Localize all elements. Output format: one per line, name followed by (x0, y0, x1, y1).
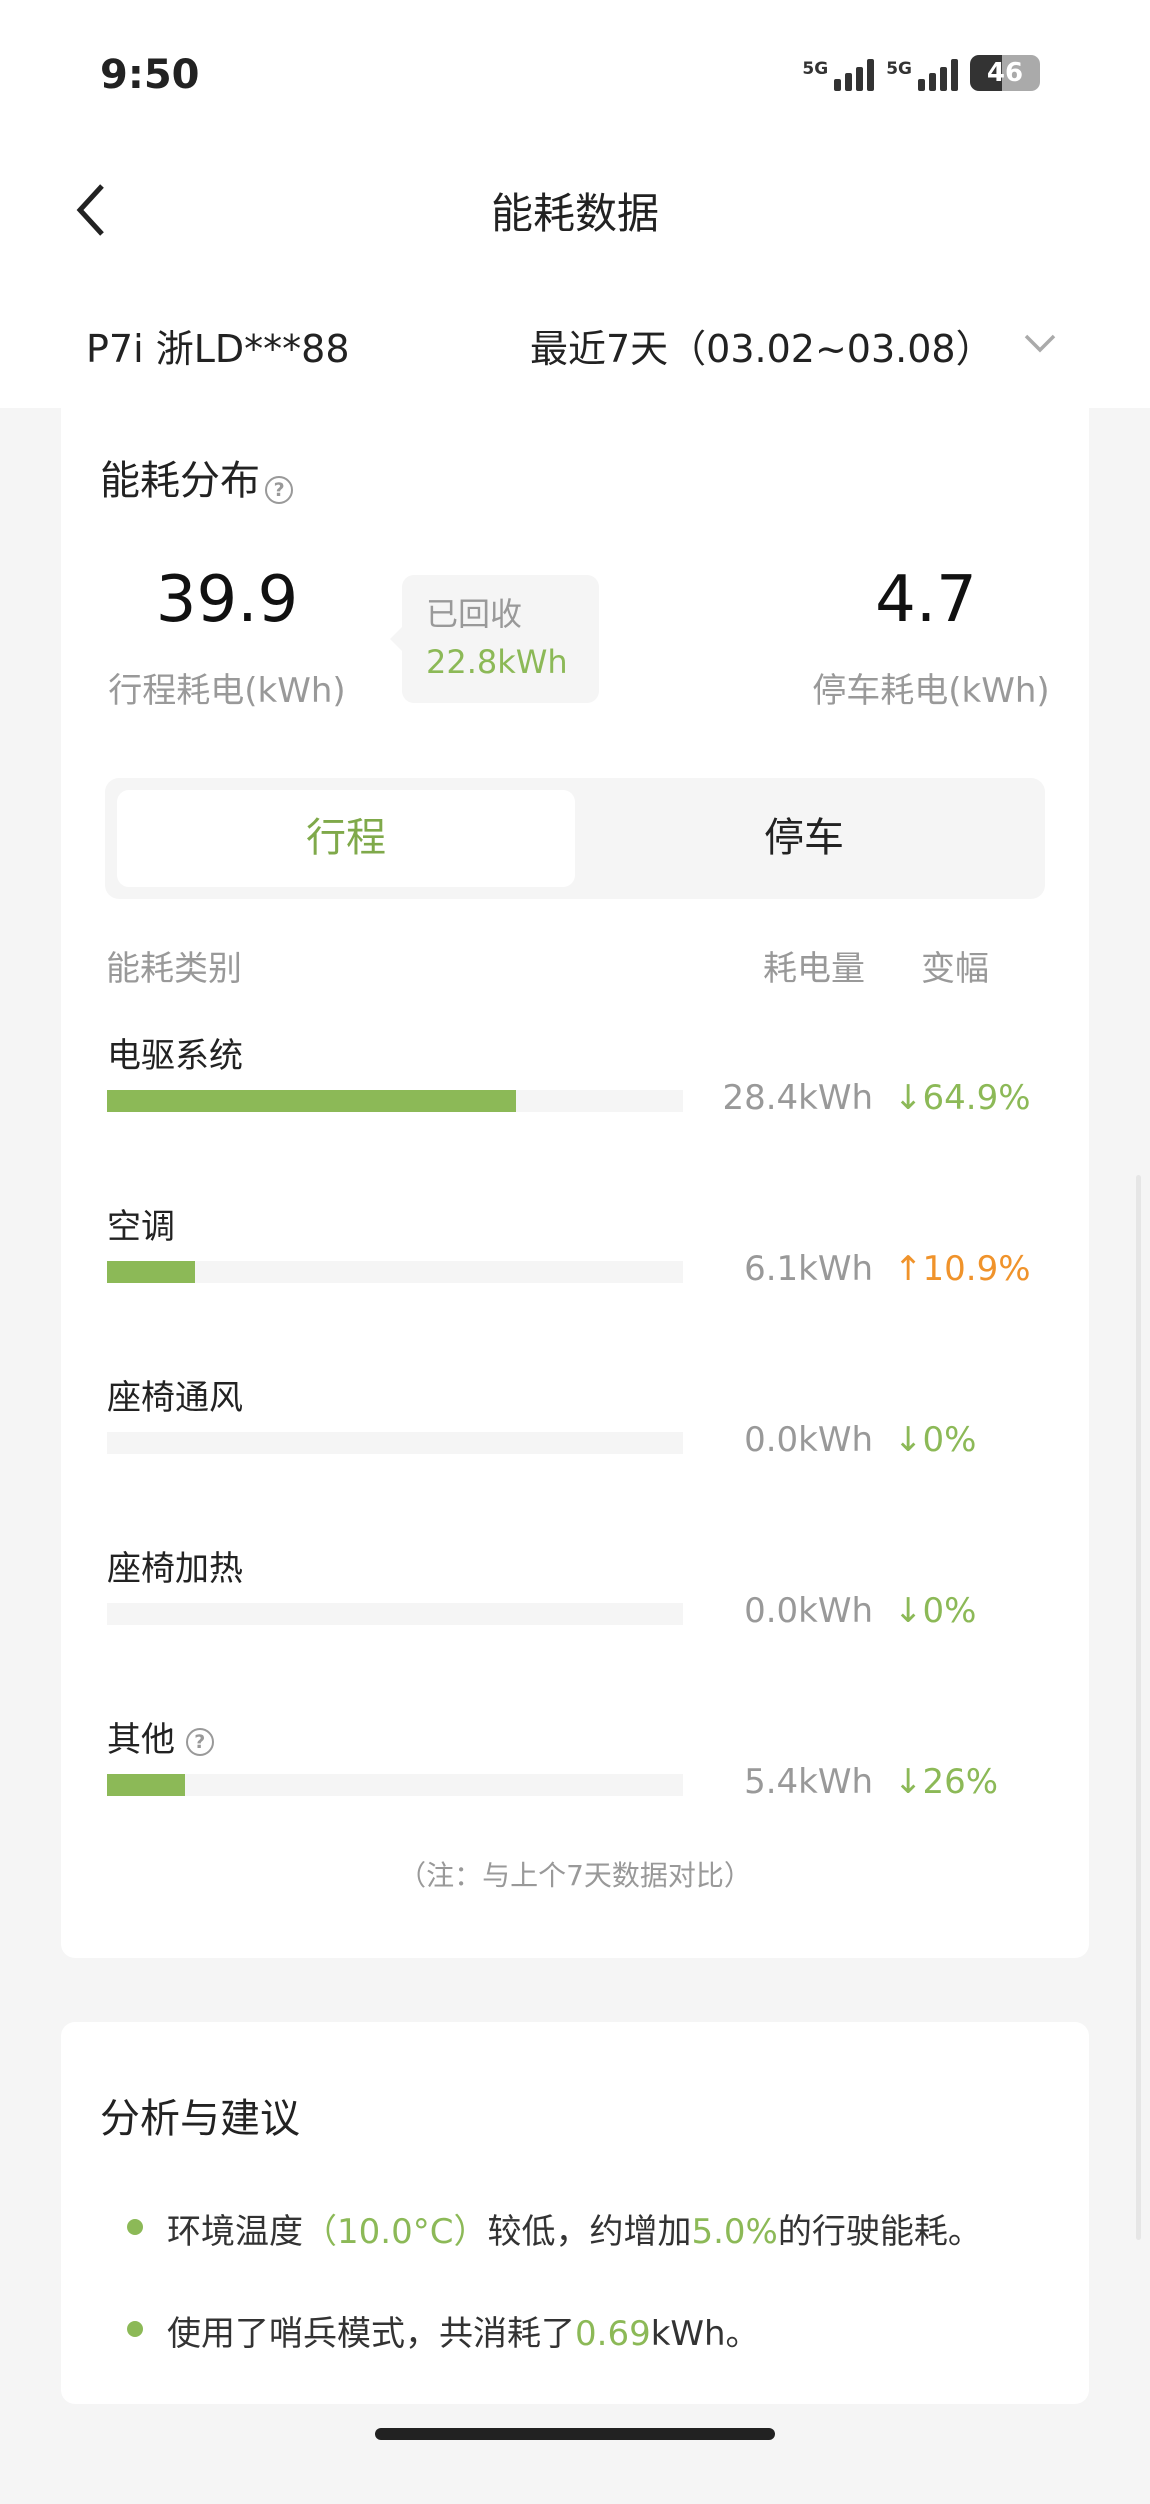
scrollbar[interactable] (1136, 1175, 1141, 2240)
category-label: 电驱系统 (107, 1028, 243, 1077)
usage-value: 5.4kWh (744, 1762, 873, 1802)
date-range-select[interactable]: 最近7天（03.02~03.08） (530, 327, 994, 371)
home-indicator[interactable] (375, 2428, 775, 2440)
label-text: 座椅通风 (107, 1378, 243, 1418)
tab-park[interactable]: 停车 (764, 815, 844, 861)
usage-bar (107, 1432, 683, 1454)
change-value: ↑10.9% (894, 1249, 1031, 1289)
category-row: 空调 6.1kWh ↑10.9% (61, 1199, 1089, 1309)
usage-value: 6.1kWh (744, 1249, 873, 1289)
recovered-label: 已回收 (426, 595, 523, 633)
help-icon[interactable]: ? (265, 475, 294, 504)
category-row: 座椅加热 0.0kWh ↓0% (61, 1541, 1089, 1651)
network-type: 5G (802, 59, 829, 79)
recovered-value: 22.8kWh (426, 643, 568, 681)
battery-icon: 46 (970, 55, 1040, 91)
col-category: 能耗类别 (106, 949, 242, 989)
page-title: 能耗数据 (490, 189, 659, 238)
tab-trip[interactable]: 行程 (117, 790, 575, 887)
help-icon[interactable]: ? (185, 1727, 214, 1756)
park-label: 停车耗电(kWh) (812, 671, 1050, 711)
usage-bar-fill (107, 1774, 185, 1796)
category-row: 其他 ? 5.4kWh ↓26% (61, 1712, 1089, 1822)
network-type: 5G (886, 59, 912, 79)
change-value: ↓0% (894, 1591, 976, 1631)
trip-value: 39.9 (155, 563, 299, 637)
usage-value: 0.0kWh (744, 1420, 873, 1460)
category-label: 空调 (107, 1199, 175, 1248)
status-icons: 5G 5G 46 (802, 55, 1040, 91)
category-row: 座椅通风 0.0kWh ↓0% (61, 1370, 1089, 1480)
label-text: 座椅加热 (107, 1549, 243, 1589)
trip-park-tabs: 行程 停车 (105, 778, 1045, 899)
chevron-left-icon[interactable] (72, 180, 112, 240)
text: 较低，约增加 (487, 2212, 692, 2252)
usage-bar (107, 1090, 683, 1112)
signal-icon: 5G (802, 59, 875, 91)
arrow-down-icon: ↓ (894, 1762, 923, 1802)
text: 环境温度 (167, 2212, 303, 2252)
usage-bar-fill (107, 1090, 516, 1112)
status-time: 9:50 (100, 52, 200, 98)
category-row: 电驱系统 28.4kWh ↓64.9% (61, 1028, 1089, 1138)
signal-icon: 5G (886, 59, 958, 91)
arrow-up-icon: ↑ (894, 1249, 923, 1289)
percent: 5.0% (691, 2212, 778, 2252)
distribution-title: 能耗分布 ? (100, 448, 294, 506)
change-text: 26% (922, 1762, 999, 1802)
label-text: 其他 (107, 1720, 175, 1760)
analysis-title: 分析与建议 (100, 2096, 300, 2142)
label-text: 电驱系统 (107, 1036, 243, 1076)
usage-value: 0.0kWh (744, 1591, 873, 1631)
col-usage: 耗电量 (763, 949, 865, 989)
arrow-down-icon: ↓ (894, 1078, 923, 1118)
category-label: 其他 ? (107, 1712, 214, 1761)
usage-bar (107, 1603, 683, 1625)
change-text: 10.9% (922, 1249, 1031, 1289)
top-bar: 9:50 5G 5G 46 能耗数据 P7i 浙LD***88 最近7天（03.… (0, 0, 1150, 408)
col-change: 变幅 (921, 949, 989, 989)
category-label: 座椅通风 (107, 1370, 243, 1419)
trip-label: 行程耗电(kWh) (108, 671, 346, 711)
label-text: 空调 (107, 1207, 175, 1247)
energy-value: 0.69 (575, 2314, 651, 2354)
arrow-down-icon: ↓ (894, 1420, 923, 1460)
analysis-item: 环境温度（10.0°C）较低，约增加5.0%的行驶能耗。 (121, 2204, 982, 2253)
change-text: 64.9% (922, 1078, 1031, 1118)
change-value: ↓0% (894, 1420, 976, 1460)
change-value: ↓26% (894, 1762, 998, 1802)
arrow-down-icon: ↓ (894, 1591, 923, 1631)
change-text: 0% (922, 1420, 977, 1460)
temperature: （10.0°C） (303, 2212, 488, 2252)
park-value: 4.7 (875, 563, 977, 637)
vehicle-name[interactable]: P7i 浙LD***88 (86, 327, 350, 371)
analysis-item: 使用了哨兵模式，共消耗了0.69kWh。 (121, 2306, 760, 2355)
text: 使用了哨兵模式，共消耗了 (167, 2314, 575, 2354)
usage-bar (107, 1774, 683, 1796)
change-text: 0% (922, 1591, 977, 1631)
distribution-card: 能耗分布 ? 39.9 行程耗电(kWh) 已回收 22.8kWh 4.7 停车… (61, 408, 1089, 1958)
change-value: ↓64.9% (894, 1078, 1031, 1118)
text: kWh。 (650, 2314, 760, 2354)
text: 的行驶能耗。 (777, 2212, 982, 2252)
usage-bar (107, 1261, 683, 1283)
recovered-tooltip: 已回收 22.8kWh (390, 575, 599, 703)
usage-value: 28.4kWh (722, 1078, 873, 1118)
chevron-down-icon[interactable] (1020, 328, 1060, 358)
section-title: 能耗分布 (100, 458, 260, 504)
comparison-note: （注：与上个7天数据对比） (398, 1859, 752, 1892)
category-label: 座椅加热 (107, 1541, 243, 1590)
analysis-card: 分析与建议 环境温度（10.0°C）较低，约增加5.0%的行驶能耗。 使用了哨兵… (61, 2022, 1089, 2404)
usage-bar-fill (107, 1261, 195, 1283)
